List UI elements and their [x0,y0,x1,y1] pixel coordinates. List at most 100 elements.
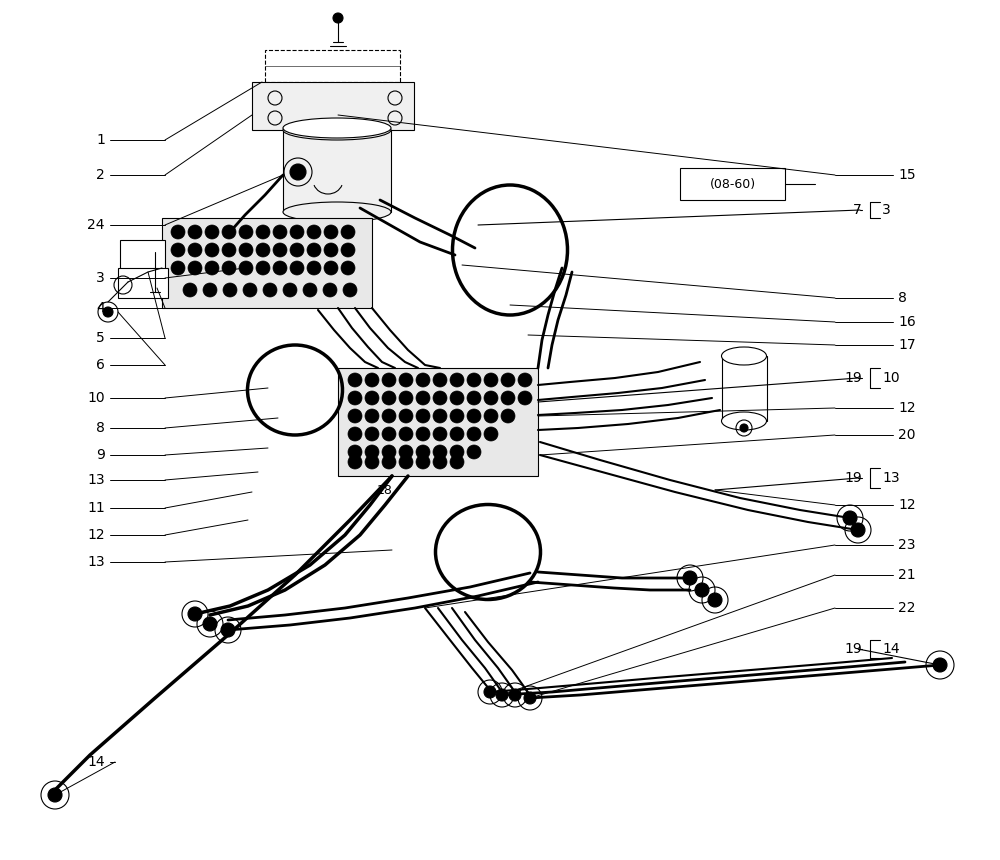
Circle shape [683,571,697,585]
Circle shape [348,427,362,441]
Circle shape [273,261,287,275]
Circle shape [341,261,355,275]
Circle shape [188,243,202,257]
Circle shape [399,373,413,387]
Circle shape [341,243,355,257]
Circle shape [450,445,464,459]
Text: (08-60): (08-60) [709,177,756,191]
Circle shape [48,788,62,802]
Circle shape [416,427,430,441]
Circle shape [324,261,338,275]
Text: 12: 12 [898,401,916,415]
Circle shape [433,427,447,441]
Text: 19: 19 [844,371,862,385]
Text: 10: 10 [87,391,105,405]
Circle shape [205,243,219,257]
Circle shape [348,445,362,459]
Text: 20: 20 [898,428,916,442]
Bar [162,218,372,308]
Circle shape [103,307,113,317]
Circle shape [256,243,270,257]
Circle shape [348,373,362,387]
Text: 5: 5 [96,331,105,345]
Circle shape [450,427,464,441]
Text: 19: 19 [844,471,862,485]
Circle shape [243,283,257,297]
Text: 16: 16 [898,315,916,329]
Circle shape [290,164,306,180]
Circle shape [484,686,496,698]
Circle shape [290,243,304,257]
Circle shape [467,373,481,387]
Bar [265,50,400,82]
Circle shape [382,373,396,387]
Circle shape [263,283,277,297]
Text: 4: 4 [96,301,105,315]
Circle shape [450,373,464,387]
Circle shape [496,689,508,701]
Text: 10: 10 [882,371,900,385]
Circle shape [399,391,413,405]
Text: 7: 7 [853,203,862,217]
Circle shape [324,225,338,239]
Text: 2: 2 [96,168,105,182]
Circle shape [382,391,396,405]
Text: 22: 22 [898,601,916,615]
Text: 19: 19 [844,642,862,656]
Text: 15: 15 [898,168,916,182]
Bar [283,130,391,212]
Circle shape [399,427,413,441]
Text: 6: 6 [96,358,105,372]
Text: 12: 12 [898,498,916,512]
Circle shape [433,445,447,459]
Circle shape [708,593,722,607]
Circle shape [484,391,498,405]
Circle shape [273,243,287,257]
Text: 13: 13 [87,473,105,487]
Bar [338,368,538,476]
Circle shape [524,692,536,704]
Text: 18: 18 [377,483,393,496]
Circle shape [843,511,857,525]
Circle shape [433,409,447,423]
Circle shape [323,283,337,297]
Circle shape [484,427,498,441]
Bar [120,240,165,292]
Circle shape [188,607,202,621]
Bar [680,168,785,200]
Circle shape [290,261,304,275]
Circle shape [307,225,321,239]
Text: 13: 13 [87,555,105,569]
Circle shape [222,261,236,275]
Circle shape [433,391,447,405]
Text: 14: 14 [882,642,900,656]
Text: 14: 14 [87,755,105,769]
Text: 24: 24 [88,218,105,232]
Circle shape [290,225,304,239]
Circle shape [467,445,481,459]
Circle shape [382,455,396,469]
Circle shape [203,283,217,297]
Circle shape [518,373,532,387]
Circle shape [222,243,236,257]
Circle shape [365,427,379,441]
Circle shape [188,261,202,275]
Circle shape [348,391,362,405]
Circle shape [188,225,202,239]
Circle shape [171,225,185,239]
Circle shape [341,225,355,239]
Circle shape [399,409,413,423]
Text: 23: 23 [898,538,916,552]
Circle shape [221,623,235,637]
Circle shape [399,445,413,459]
Circle shape [399,455,413,469]
Circle shape [205,225,219,239]
Circle shape [239,225,253,239]
Text: 12: 12 [87,528,105,542]
Circle shape [433,455,447,469]
Circle shape [205,261,219,275]
Ellipse shape [722,412,767,430]
Text: 13: 13 [882,471,900,485]
Circle shape [501,409,515,423]
Circle shape [365,445,379,459]
